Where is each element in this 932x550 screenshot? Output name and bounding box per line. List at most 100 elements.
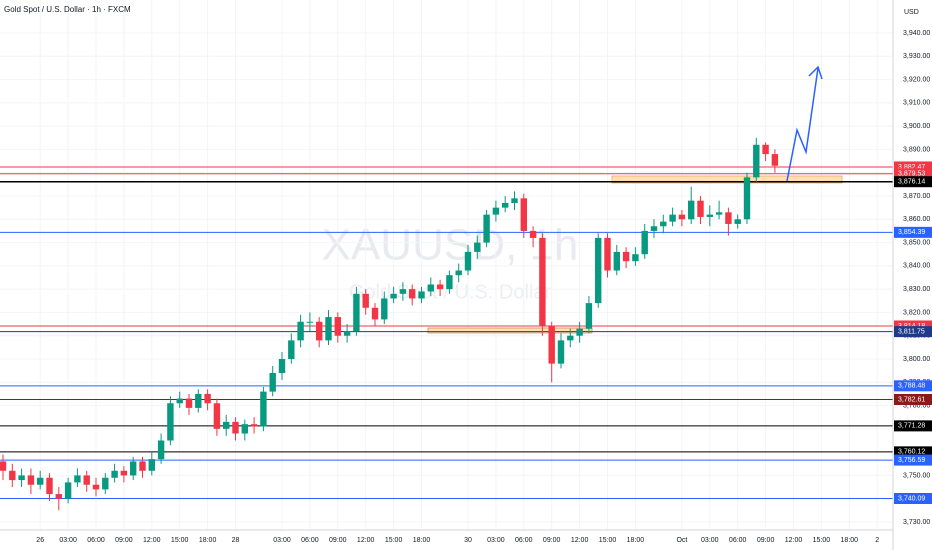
y-tick-label: 3,930.00	[903, 53, 930, 60]
candle-body	[771, 154, 779, 166]
candle-body	[343, 331, 351, 336]
price-level-label: 3,756.59	[898, 457, 925, 464]
candle-body	[576, 328, 583, 336]
candle-body	[130, 461, 137, 476]
x-tick-label: 18:00	[199, 537, 217, 544]
price-level-label: 3,771.28	[898, 423, 925, 430]
candle-body	[688, 200, 695, 220]
candle-body	[381, 298, 388, 320]
y-tick-label: 3,890.00	[903, 146, 930, 153]
candle-body	[641, 230, 648, 255]
price-level-badge	[894, 226, 932, 238]
candle-body	[529, 230, 537, 238]
y-tick-label: 3,780.00	[903, 402, 930, 409]
x-tick-label: 09:00	[329, 537, 347, 544]
currency-label: USD	[904, 9, 919, 16]
candle-body	[446, 275, 453, 290]
price-level-label: 3,782.61	[898, 396, 925, 403]
y-tick-label: 3,830.00	[903, 286, 930, 293]
candle-body	[762, 144, 769, 155]
candle-body	[18, 475, 25, 481]
candle-body	[111, 470, 118, 478]
candle-body	[715, 212, 723, 215]
projection-arrow	[786, 67, 819, 182]
price-level-badge	[894, 493, 932, 505]
candle-body	[157, 440, 165, 460]
watermark: XAUUSD, 1h	[322, 221, 579, 270]
candle-body	[269, 372, 276, 392]
x-tick-label: 2	[875, 537, 879, 544]
price-level-badge	[894, 168, 932, 180]
y-tick-label: 3,850.00	[903, 239, 930, 246]
candle-body	[278, 359, 286, 373]
x-tick-label: 15:00	[813, 537, 831, 544]
candle-body	[390, 293, 397, 299]
candle-body	[120, 470, 128, 476]
x-tick-label: 18:00	[627, 537, 645, 544]
candle-body	[650, 226, 658, 231]
candle-body	[334, 317, 341, 336]
candle-body	[427, 284, 434, 292]
price-level-label: 3,879.53	[898, 171, 925, 178]
price-level-badge	[894, 393, 932, 405]
candle-body	[288, 340, 295, 359]
price-level-badge	[894, 454, 932, 466]
y-tick-label: 3,840.00	[903, 263, 930, 270]
candle-body	[213, 403, 221, 429]
x-tick-label: 12:00	[357, 537, 375, 544]
x-tick-label: 09:00	[115, 537, 133, 544]
candle-body	[27, 475, 35, 485]
price-level-label: 3,876.14	[898, 179, 925, 186]
candle-body	[148, 459, 155, 471]
x-tick-label: 09:00	[757, 537, 775, 544]
candle-body	[353, 293, 360, 332]
x-tick-label: 18:00	[413, 537, 431, 544]
x-tick-label: 09:00	[543, 537, 561, 544]
y-tick-label: 3,750.00	[903, 472, 930, 479]
candle-body	[325, 317, 332, 341]
x-tick-label: 18:00	[841, 537, 859, 544]
candle-body	[613, 251, 620, 271]
price-level-badge	[894, 446, 932, 458]
candle-body	[223, 421, 230, 429]
candle-body	[195, 393, 202, 408]
y-tick-label: 3,940.00	[903, 30, 930, 37]
candle-body	[548, 326, 555, 364]
candle-body	[9, 470, 16, 481]
watermark-subtitle: Gold Spot / U.S. Dollar	[349, 281, 552, 303]
candle-body	[604, 237, 611, 271]
candle-body	[55, 494, 62, 499]
y-tick-label: 3,900.00	[903, 123, 930, 130]
candle-body	[37, 477, 44, 485]
candle-body	[232, 421, 239, 434]
candle-body	[139, 461, 146, 471]
candle-body	[492, 207, 500, 215]
candle-body	[297, 321, 304, 341]
candle-body	[176, 398, 183, 404]
candle-body	[511, 198, 518, 203]
x-tick-label: 26	[36, 537, 44, 544]
candle-body	[102, 477, 109, 490]
candle-body	[306, 321, 314, 323]
price-level-label: 3,760.12	[898, 449, 925, 456]
x-tick-label: Oct	[676, 537, 687, 544]
candle-body	[316, 321, 323, 341]
candle-body	[418, 291, 425, 299]
candle-body	[167, 403, 174, 441]
demand-zone	[427, 327, 593, 334]
y-tick-label: 3,920.00	[903, 76, 930, 83]
supply-zone	[611, 175, 843, 184]
candle-body	[0, 461, 7, 471]
x-tick-label: 28	[232, 537, 240, 544]
price-level-badge	[894, 161, 932, 173]
x-tick-label: 12:00	[571, 537, 589, 544]
price-level-label: 3,882.47	[898, 164, 925, 171]
x-tick-label: 12:00	[143, 537, 161, 544]
y-tick-label: 3,820.00	[903, 309, 930, 316]
candle-body	[539, 237, 546, 327]
x-tick-label: 12:00	[785, 537, 803, 544]
candle-body	[622, 251, 630, 262]
candle-body	[464, 251, 472, 271]
candle-body	[725, 212, 732, 224]
